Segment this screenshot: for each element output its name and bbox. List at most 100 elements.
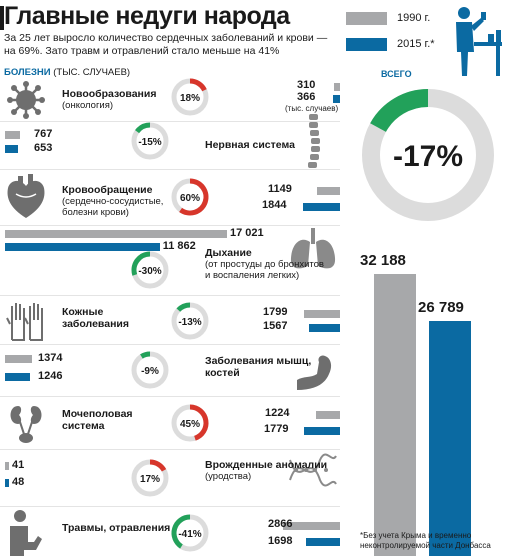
row-label-group: Кровообращение (сердечно-сосудистые, боле…: [62, 184, 172, 218]
row-divider: [0, 225, 340, 226]
change-ring: 18%: [171, 78, 209, 116]
value-1990: 41: [12, 459, 25, 471]
row-label-group: Травмы, отравления: [62, 522, 172, 534]
bar-2015: [332, 95, 340, 103]
subtitle: За 25 лет выросло количество сердечных з…: [4, 32, 328, 57]
change-percent: 60%: [180, 193, 200, 204]
unit-note: (тыс. случаев): [285, 104, 339, 113]
change-ring: -9%: [131, 351, 169, 389]
total-donut: -17%: [362, 89, 494, 221]
bar-1990: [5, 355, 33, 363]
value-1990: 2866: [268, 518, 293, 530]
value-2015: 1698: [268, 535, 293, 547]
row-title: Травмы, отравления: [62, 522, 171, 534]
row-title: Врожденные аномалии: [205, 459, 328, 471]
row-title: Кровообращение: [62, 184, 153, 196]
total-value-1990: 32 188: [360, 252, 406, 269]
value-1990: 1374: [38, 352, 63, 364]
change-percent: -9%: [141, 366, 159, 377]
row-label-group: Новообразования (онкология): [62, 88, 172, 111]
row-subtitle: (сердечно-сосудистые, болезни крови): [62, 196, 164, 218]
total-change: -17%: [393, 140, 463, 173]
row-label-group: Заболевания мышц, костей: [205, 355, 330, 379]
row-title: Нервная система: [205, 139, 295, 151]
change-percent: 18%: [180, 93, 200, 104]
legend-swatch-2015: [346, 38, 387, 51]
change-ring-arc: [176, 302, 191, 312]
change-ring-arc: [131, 251, 151, 276]
row-title: Дыхание: [205, 247, 252, 259]
legend-label-1990: 1990 г.: [397, 12, 431, 24]
value-2015: 11 862: [162, 240, 196, 252]
change-ring-arc: [149, 459, 167, 472]
value-1990: 310: [297, 79, 316, 91]
value-1990: 1799: [263, 306, 288, 318]
row-title: Новообразования: [62, 88, 157, 100]
person-drinking-icon: [456, 7, 502, 76]
total-bar-1990: [374, 274, 416, 556]
value-1990: 767: [34, 128, 53, 140]
change-ring-arc: [189, 404, 209, 441]
value-2015: 1779: [264, 423, 289, 435]
change-ring: 45%: [171, 404, 209, 442]
row-label-group: Дыхание (от простуды до бронхитов и воспа…: [205, 247, 330, 281]
value-2015: 1844: [262, 199, 287, 211]
change-percent: -41%: [178, 529, 201, 540]
change-ring: -41%: [171, 514, 209, 552]
bar-1990: [317, 187, 340, 195]
bar-1990: [333, 83, 340, 91]
bar-1990: [5, 462, 9, 470]
footnote: *Без учета Крыма и временно неконтролиру…: [360, 531, 491, 550]
row-divider: [0, 295, 340, 296]
change-ring: -30%: [131, 251, 169, 289]
row-subtitle: (уродства): [205, 471, 252, 482]
spine-icon: [308, 114, 320, 168]
change-percent: -30%: [138, 266, 161, 277]
change-ring-arc: [140, 351, 151, 359]
bar-1990: [5, 131, 21, 139]
section-unit: (ТЫС. СЛУЧАЕВ): [53, 67, 131, 78]
arm-muscle-icon: [297, 355, 332, 390]
value-2015: 653: [34, 142, 53, 154]
bar-1990: [304, 310, 340, 318]
bar-2015: [304, 427, 340, 435]
bar-2015: [5, 145, 19, 153]
legend-label-2015: 2015 г.*: [397, 38, 435, 50]
bar-2015: [5, 479, 9, 487]
row-divider: [0, 169, 340, 170]
row-title: Мочеполовая система: [62, 408, 133, 432]
bar-1990: [282, 522, 340, 530]
change-ring-arc: [189, 78, 207, 92]
section-label-text: БОЛЕЗНИ: [4, 67, 51, 78]
row-subtitle: (от простуды до бронхитов и воспаления л…: [205, 259, 324, 281]
total-bar-2015: [429, 321, 471, 556]
change-ring-arc: [171, 514, 191, 549]
change-percent: 17%: [140, 474, 160, 485]
value-2015: 1567: [263, 320, 288, 332]
total-value-2015: 26 789: [418, 299, 464, 317]
value-2015: 48: [12, 476, 25, 488]
change-ring-arc: [179, 178, 209, 216]
bar-1990: [5, 230, 227, 238]
virus-icon: [7, 81, 45, 119]
lungs-icon: [290, 228, 336, 269]
row-subtitle: (онкология): [62, 100, 114, 111]
bar-2015: [303, 203, 340, 211]
row-label-group: Нервная система: [205, 139, 330, 151]
injury-icon: [10, 510, 42, 556]
row-divider: [0, 506, 340, 507]
row-title: Кожные заболевания: [62, 306, 130, 330]
row-divider: [0, 121, 340, 122]
title-mark: [0, 6, 4, 30]
dna-icon: [289, 453, 337, 487]
total-ring-arc: [370, 89, 429, 133]
change-ring: 60%: [171, 178, 209, 216]
bar-2015: [308, 324, 340, 332]
gloves-icon: [6, 303, 43, 341]
change-ring-arc: [135, 122, 151, 134]
page-title: Главные недуги народа: [4, 2, 290, 30]
row-divider: [0, 449, 340, 450]
value-1990: 1149: [268, 183, 292, 195]
value-1990: 17 021: [230, 227, 264, 239]
row-label-group: Кожные заболевания: [62, 306, 172, 330]
